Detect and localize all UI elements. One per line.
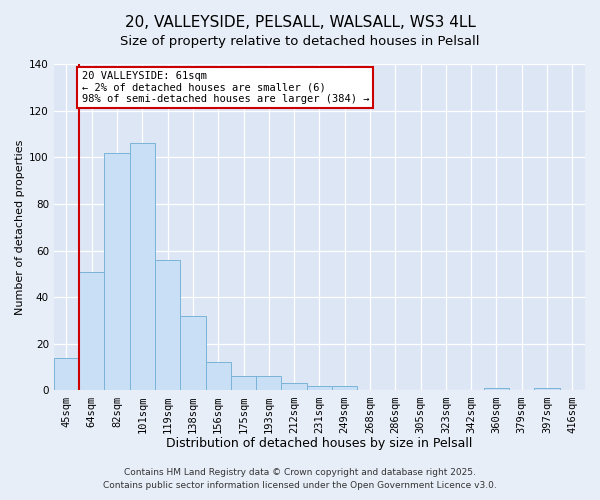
Text: Size of property relative to detached houses in Pelsall: Size of property relative to detached ho… (120, 35, 480, 48)
Bar (332, 386, 358, 390)
Bar (155, 260, 180, 390)
Bar (130, 144, 155, 390)
Text: 20, VALLEYSIDE, PELSALL, WALSALL, WS3 4LL: 20, VALLEYSIDE, PELSALL, WALSALL, WS3 4L… (125, 15, 475, 30)
Bar (54, 358, 79, 390)
Text: Contains HM Land Registry data © Crown copyright and database right 2025.
Contai: Contains HM Land Registry data © Crown c… (103, 468, 497, 490)
Bar (104, 152, 130, 390)
Bar (535, 388, 560, 390)
Bar (484, 388, 509, 390)
Bar (180, 316, 206, 390)
Bar (79, 272, 104, 390)
Y-axis label: Number of detached properties: Number of detached properties (15, 140, 25, 315)
Text: 20 VALLEYSIDE: 61sqm
← 2% of detached houses are smaller (6)
98% of semi-detache: 20 VALLEYSIDE: 61sqm ← 2% of detached ho… (82, 71, 369, 104)
Bar (256, 376, 281, 390)
X-axis label: Distribution of detached houses by size in Pelsall: Distribution of detached houses by size … (166, 437, 473, 450)
Bar (231, 376, 256, 390)
Bar (206, 362, 231, 390)
Bar (307, 386, 332, 390)
Bar (281, 384, 307, 390)
